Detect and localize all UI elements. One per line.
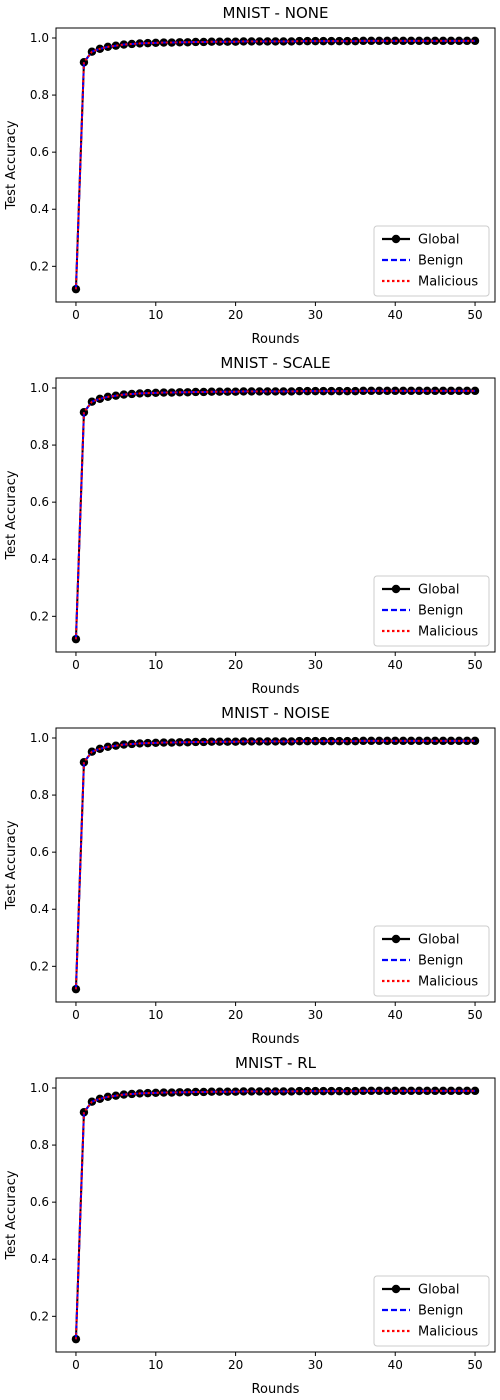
legend-label: Malicious [418,975,478,990]
x-tick-label: 10 [148,1008,163,1022]
y-axis-label: Test Accuracy [4,120,19,210]
x-tick-label: 0 [72,658,80,672]
x-tick-label: 50 [467,658,482,672]
legend-label: Global [418,583,459,598]
legend: Global Benign Malicious [374,576,489,646]
chart-title: MNIST - RL [235,1054,317,1072]
x-axis-label: Rounds [252,332,300,347]
legend-label: Malicious [418,625,478,640]
y-tick-label: 0.4 [30,202,49,216]
chart-title: MNIST - NOISE [221,704,330,722]
x-tick-label: 10 [148,308,163,322]
chart-mnist-none: MNIST - NONE Rounds Test Accuracy 0 10 20 3… [0,0,500,350]
chart-title: MNIST - SCALE [220,354,330,372]
x-axis-label: Rounds [252,682,300,697]
x-tick-label: 10 [148,1358,163,1372]
y-tick-label: 0.8 [30,788,49,802]
y-tick-label: 1.0 [30,381,49,395]
x-tick-label: 30 [308,658,323,672]
y-tick-label: 0.8 [30,1138,49,1152]
x-tick-label: 50 [467,1358,482,1372]
chart-title: MNIST - NONE [223,4,329,22]
x-tick-label: 40 [388,1008,403,1022]
y-tick-label: 1.0 [30,31,49,45]
y-axis-label: Test Accuracy [4,1170,19,1260]
legend-marker [392,935,400,943]
y-tick-label: 0.2 [30,609,49,623]
legend-label: Benign [418,1304,463,1319]
x-tick-label: 0 [72,1358,80,1372]
x-tick-label: 40 [388,658,403,672]
legend-label: Benign [418,254,463,269]
y-tick-label: 0.2 [30,259,49,273]
legend-label: Benign [418,604,463,619]
chart-mnist-noise: MNIST - NOISE Rounds Test Accuracy 0 10 20… [0,700,500,1050]
y-tick-label: 0.2 [30,959,49,973]
x-tick-label: 20 [228,1008,243,1022]
y-tick-label: 1.0 [30,1081,49,1095]
x-tick-label: 50 [467,308,482,322]
x-tick-label: 0 [72,1008,80,1022]
legend-label: Malicious [418,1325,478,1340]
y-axis-label: Test Accuracy [4,470,19,560]
legend-marker [392,1285,400,1293]
y-tick-label: 0.4 [30,902,49,916]
y-tick-label: 0.6 [30,1195,49,1209]
legend: Global Benign Malicious [374,1276,489,1346]
x-tick-label: 20 [228,1358,243,1372]
legend-label: Benign [418,954,463,969]
x-axis-label: Rounds [252,1032,300,1047]
y-tick-label: 0.4 [30,552,49,566]
x-tick-label: 40 [388,1358,403,1372]
y-tick-label: 0.2 [30,1309,49,1323]
x-tick-label: 10 [148,658,163,672]
legend: Global Benign Malicious [374,926,489,996]
x-tick-label: 40 [388,308,403,322]
x-tick-label: 20 [228,308,243,322]
y-tick-label: 0.6 [30,145,49,159]
y-tick-label: 0.6 [30,845,49,859]
x-axis-label: Rounds [252,1382,300,1397]
legend-label: Malicious [418,275,478,290]
x-tick-label: 0 [72,308,80,322]
legend-marker [392,235,400,243]
y-tick-label: 0.4 [30,1252,49,1266]
y-tick-label: 0.8 [30,438,49,452]
y-axis-label: Test Accuracy [4,820,19,910]
legend-label: Global [418,933,459,948]
x-tick-label: 30 [308,308,323,322]
legend-label: Global [418,233,459,248]
legend: Global Benign Malicious [374,226,489,296]
y-tick-label: 1.0 [30,731,49,745]
y-tick-label: 0.6 [30,495,49,509]
x-tick-label: 30 [308,1008,323,1022]
legend-marker [392,585,400,593]
y-tick-label: 0.8 [30,88,49,102]
chart-mnist-rl: MNIST - RL Rounds Test Accuracy 0 10 20 30 4… [0,1050,500,1400]
chart-mnist-scale: MNIST - SCALE Rounds Test Accuracy 0 10 20… [0,350,500,700]
x-tick-label: 30 [308,1358,323,1372]
legend-label: Global [418,1283,459,1298]
x-tick-label: 20 [228,658,243,672]
x-tick-label: 50 [467,1008,482,1022]
